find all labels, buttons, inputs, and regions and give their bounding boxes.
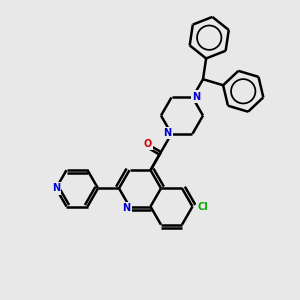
Text: N: N xyxy=(192,92,201,102)
Text: N: N xyxy=(164,128,172,138)
Text: N: N xyxy=(122,203,130,213)
Text: N: N xyxy=(52,183,60,193)
Text: O: O xyxy=(143,139,152,149)
Text: Cl: Cl xyxy=(198,202,208,212)
